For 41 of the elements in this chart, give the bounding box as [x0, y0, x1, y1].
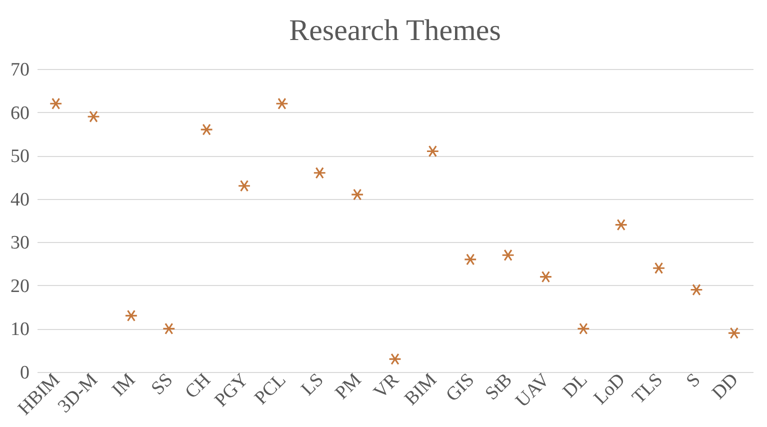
y-tick-label: 40 — [10, 189, 30, 210]
x-tick-label: IM — [108, 369, 140, 401]
x-tick-label: TLS — [628, 369, 668, 408]
y-tick-label: 60 — [10, 102, 30, 124]
x-tick-label: VR — [370, 369, 404, 403]
x-tick-label: PM — [331, 369, 366, 404]
point — [728, 327, 741, 339]
x-tick-label: LoD — [590, 369, 630, 409]
x-tick-label: PCL — [250, 369, 290, 409]
point — [275, 98, 288, 110]
y-tick-label: 20 — [10, 276, 30, 297]
x-tick-label: LS — [297, 369, 328, 400]
y-tick-label: 70 — [10, 60, 30, 80]
point — [464, 254, 477, 266]
point — [162, 322, 176, 335]
x-tick-label: DL — [558, 369, 592, 402]
point — [124, 310, 138, 322]
x-tick-label: SS — [147, 369, 178, 400]
point — [313, 166, 326, 179]
y-tick-label: 50 — [10, 146, 30, 168]
x-tick-label: GIS — [442, 369, 479, 406]
point — [388, 353, 402, 365]
point — [49, 98, 62, 110]
point — [502, 249, 515, 262]
point — [652, 262, 666, 274]
point — [200, 124, 214, 136]
point — [690, 284, 703, 296]
y-tick-label: 30 — [10, 232, 30, 254]
chart-title: Research Themes — [289, 14, 501, 47]
x-tick-label: S — [682, 369, 705, 392]
point — [426, 145, 440, 158]
point — [614, 218, 628, 231]
point — [576, 322, 590, 335]
point — [238, 180, 251, 192]
point — [350, 188, 364, 200]
y-tick-label: 10 — [10, 319, 30, 340]
point — [87, 110, 100, 123]
x-tick-label: DD — [708, 369, 742, 404]
point — [539, 270, 552, 283]
x-tick-label: StB — [481, 369, 516, 404]
x-tick-label: CH — [181, 369, 216, 403]
